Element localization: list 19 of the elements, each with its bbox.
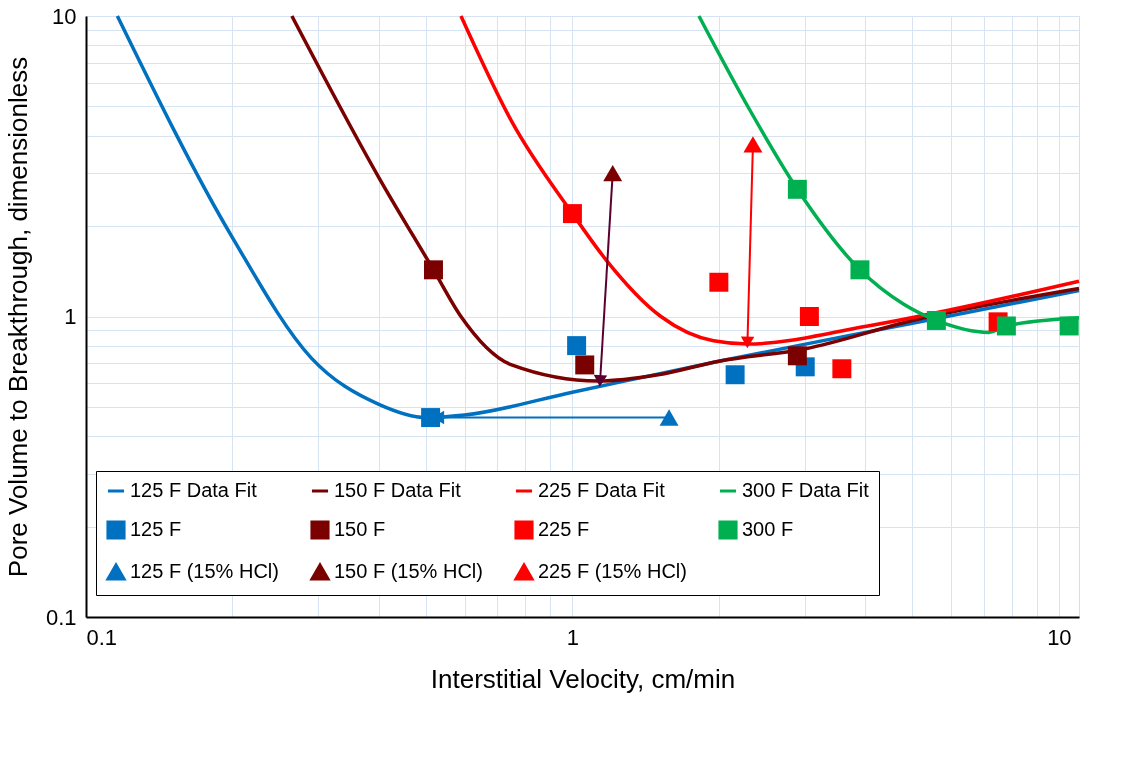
- legend-label: 225 F (15% HCl): [538, 560, 687, 582]
- legend-label: 150 F: [334, 518, 386, 540]
- legend-label: 225 F Data Fit: [538, 479, 666, 501]
- x-tick-label: 0.1: [86, 624, 118, 650]
- y-tick-label: 1: [64, 304, 77, 329]
- x-tick-label: 1: [566, 624, 580, 650]
- legend-label: 300 F: [742, 518, 794, 540]
- legend-label: 150 F (15% HCl): [334, 560, 483, 582]
- legend-label: 125 F Data Fit: [130, 479, 258, 501]
- y-tick-label: 0.1: [45, 604, 77, 630]
- legend-label: 150 F Data Fit: [334, 479, 462, 501]
- x-tick-label: 10: [1047, 624, 1072, 650]
- legend-label: 125 F (15% HCl): [130, 560, 279, 582]
- y-axis-title: Pore Volume to Breakthrough, dimensionless: [2, 56, 33, 578]
- x-axis-title: Interstitial Velocity, cm/min: [430, 663, 736, 694]
- legend-label: 225 F: [538, 518, 590, 540]
- legend-label: 125 F: [130, 518, 182, 540]
- legend-label: 300 F Data Fit: [742, 479, 870, 501]
- y-tick-label: 10: [52, 3, 77, 29]
